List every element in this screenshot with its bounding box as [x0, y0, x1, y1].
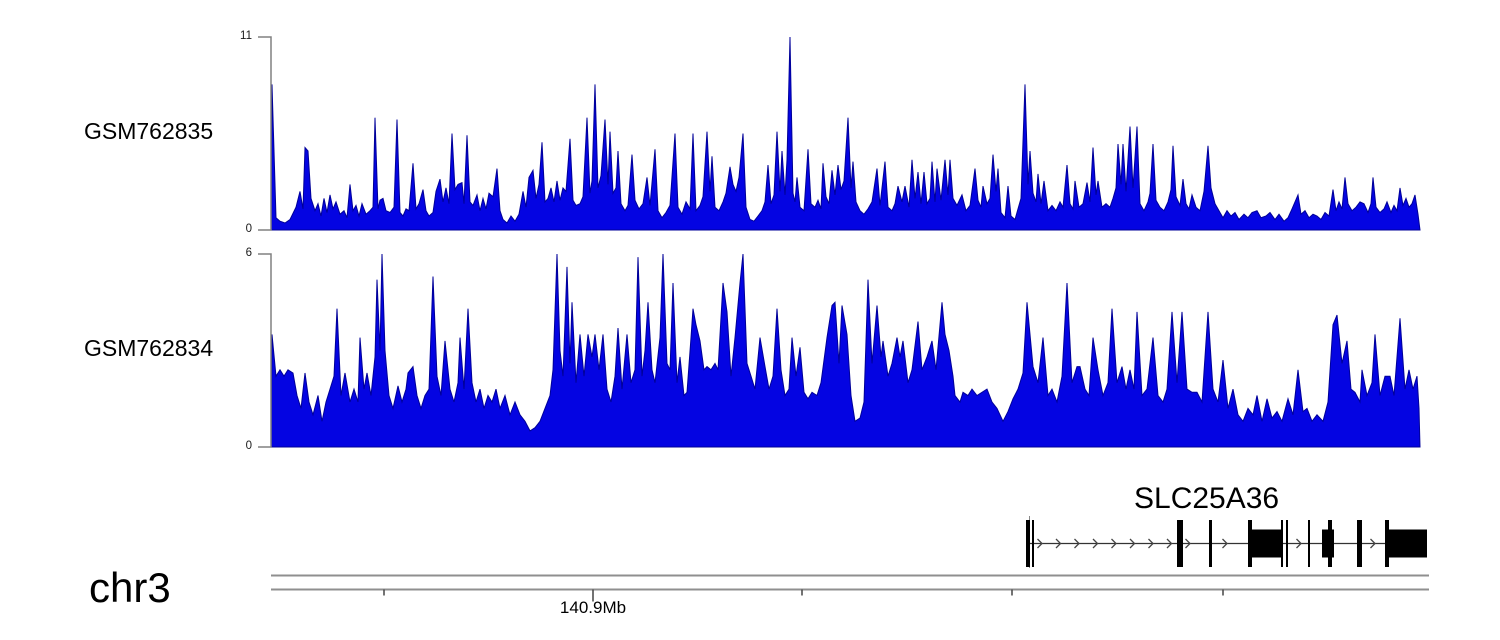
strand-direction-chevron-icon — [1092, 538, 1099, 549]
gene-exon-bar — [1357, 520, 1362, 567]
gene-exon-bar — [1026, 520, 1030, 567]
gene-exon-bar — [1286, 520, 1288, 567]
gene-exon-bar — [1209, 520, 1212, 567]
strand-direction-chevron-icon — [1222, 538, 1228, 549]
strand-direction-chevron-icon — [1111, 538, 1117, 549]
y-axis-track2 — [258, 253, 272, 448]
gene-exon-bar — [1177, 520, 1183, 567]
strand-direction-chevron-icon — [1148, 538, 1154, 549]
strand-direction-chevron-icon — [1370, 538, 1376, 549]
strand-direction-chevron-icon — [1166, 538, 1173, 549]
signal-area-GSM762835 — [270, 36, 1421, 231]
y-axis-track1 — [258, 36, 272, 231]
strand-direction-chevron-icon — [1185, 538, 1191, 549]
strand-direction-chevron-icon — [1055, 538, 1062, 549]
gene-name-label: SLC25A36 — [1134, 482, 1280, 515]
track1-ymax-label: 11 — [240, 30, 252, 42]
track2-ymin-label: 0 — [245, 440, 252, 452]
gene-exon-box — [1322, 529, 1334, 558]
track1-ymin-label: 0 — [245, 223, 252, 235]
strand-direction-chevron-icon — [1037, 538, 1043, 549]
signal-area-GSM762834 — [270, 253, 1421, 448]
strand-direction-chevron-icon — [1129, 538, 1136, 549]
track2-ymax-label: 6 — [245, 247, 252, 259]
strand-direction-chevron-icon — [1074, 538, 1080, 549]
gene-exon-box — [1248, 529, 1282, 558]
gene-exon-box — [1389, 529, 1427, 558]
gene-exon-bar — [1385, 520, 1389, 567]
chromosome-label: chr3 — [89, 564, 171, 611]
gene-exon-bar — [1308, 520, 1310, 567]
track1-label: GSM762835 — [84, 118, 214, 144]
gene-exon-bar — [1032, 520, 1034, 567]
ruler-position-label: 140.9Mb — [559, 598, 627, 617]
strand-direction-chevron-icon — [1296, 538, 1302, 549]
track2-label: GSM762834 — [84, 335, 214, 361]
